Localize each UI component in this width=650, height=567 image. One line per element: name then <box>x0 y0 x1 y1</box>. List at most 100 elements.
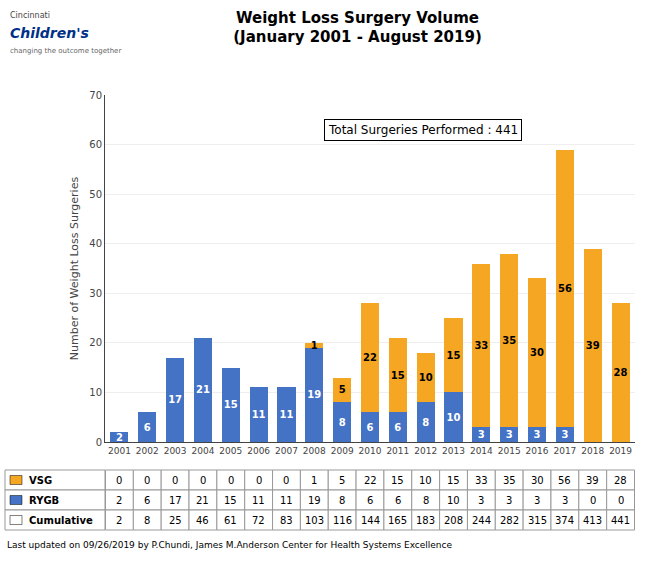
svg-text:50: 50 <box>89 189 102 200</box>
svg-text:changing the outcome together: changing the outcome together <box>10 47 121 55</box>
svg-text:2012: 2012 <box>414 446 437 456</box>
svg-text:30: 30 <box>530 347 544 358</box>
svg-text:2005: 2005 <box>219 446 242 456</box>
svg-text:VSG: VSG <box>29 475 52 486</box>
svg-text:0: 0 <box>228 475 234 486</box>
svg-text:413: 413 <box>583 515 602 526</box>
svg-text:RYGB: RYGB <box>29 495 59 506</box>
svg-text:183: 183 <box>416 515 435 526</box>
svg-text:22: 22 <box>363 352 377 363</box>
svg-text:0: 0 <box>590 495 596 506</box>
svg-text:25: 25 <box>169 515 182 526</box>
svg-text:208: 208 <box>444 515 463 526</box>
svg-text:2009: 2009 <box>331 446 354 456</box>
svg-text:0: 0 <box>116 475 122 486</box>
svg-text:244: 244 <box>472 515 491 526</box>
svg-text:6: 6 <box>144 495 150 506</box>
svg-text:11: 11 <box>280 495 293 506</box>
svg-text:1: 1 <box>311 340 318 351</box>
svg-text:11: 11 <box>252 495 265 506</box>
svg-text:6: 6 <box>144 422 151 433</box>
svg-text:56: 56 <box>558 283 572 294</box>
svg-text:83: 83 <box>280 515 293 526</box>
svg-text:2013: 2013 <box>442 446 465 456</box>
svg-text:3: 3 <box>534 429 541 440</box>
svg-text:2002: 2002 <box>136 446 159 456</box>
svg-text:15: 15 <box>224 399 238 410</box>
svg-text:2014: 2014 <box>470 446 493 456</box>
svg-text:2008: 2008 <box>303 446 326 456</box>
svg-text:28: 28 <box>614 367 628 378</box>
svg-text:15: 15 <box>224 495 237 506</box>
svg-text:35: 35 <box>503 475 516 486</box>
svg-text:10: 10 <box>89 387 102 398</box>
svg-text:2018: 2018 <box>581 446 604 456</box>
svg-text:8: 8 <box>339 495 345 506</box>
svg-text:Children's: Children's <box>10 25 89 41</box>
svg-text:0: 0 <box>256 475 262 486</box>
svg-text:0: 0 <box>200 475 206 486</box>
svg-text:2003: 2003 <box>164 446 187 456</box>
svg-text:5: 5 <box>339 384 346 395</box>
svg-text:21: 21 <box>196 495 209 506</box>
svg-text:3: 3 <box>534 495 540 506</box>
svg-text:Total Surgeries Performed : 44: Total Surgeries Performed : 441 <box>328 123 518 137</box>
svg-text:56: 56 <box>558 475 571 486</box>
svg-text:2: 2 <box>116 515 122 526</box>
svg-text:0: 0 <box>172 475 178 486</box>
svg-text:20: 20 <box>89 337 102 348</box>
svg-text:39: 39 <box>586 475 599 486</box>
svg-text:3: 3 <box>478 495 484 506</box>
svg-text:2004: 2004 <box>191 446 214 456</box>
svg-text:15: 15 <box>447 350 461 361</box>
svg-text:0: 0 <box>618 495 624 506</box>
svg-text:60: 60 <box>89 139 102 150</box>
svg-text:10: 10 <box>419 475 432 486</box>
svg-text:11: 11 <box>279 409 293 420</box>
svg-text:15: 15 <box>447 475 460 486</box>
svg-text:15: 15 <box>391 370 405 381</box>
svg-text:165: 165 <box>388 515 407 526</box>
svg-text:17: 17 <box>168 394 182 405</box>
svg-text:5: 5 <box>339 475 345 486</box>
svg-text:30: 30 <box>531 475 544 486</box>
svg-text:0: 0 <box>96 437 102 448</box>
svg-text:15: 15 <box>391 475 404 486</box>
svg-text:10: 10 <box>419 372 433 383</box>
svg-text:0: 0 <box>283 475 289 486</box>
svg-text:10: 10 <box>447 412 461 423</box>
svg-text:374: 374 <box>555 515 574 526</box>
svg-text:3: 3 <box>506 429 513 440</box>
svg-text:33: 33 <box>475 475 488 486</box>
svg-text:17: 17 <box>169 495 182 506</box>
svg-text:2001: 2001 <box>108 446 131 456</box>
svg-text:11: 11 <box>252 409 266 420</box>
svg-text:441: 441 <box>611 515 630 526</box>
svg-text:6: 6 <box>394 422 401 433</box>
svg-text:19: 19 <box>307 389 321 400</box>
svg-text:315: 315 <box>528 515 547 526</box>
svg-text:2007: 2007 <box>275 446 298 456</box>
svg-text:46: 46 <box>196 515 209 526</box>
svg-text:3: 3 <box>478 429 485 440</box>
svg-text:72: 72 <box>252 515 265 526</box>
svg-text:8: 8 <box>339 417 346 428</box>
svg-text:2019: 2019 <box>609 446 632 456</box>
svg-text:2016: 2016 <box>526 446 549 456</box>
svg-text:Cumulative: Cumulative <box>29 515 93 526</box>
svg-text:19: 19 <box>308 495 321 506</box>
svg-text:2: 2 <box>116 495 122 506</box>
svg-text:8: 8 <box>422 417 429 428</box>
svg-text:282: 282 <box>500 515 519 526</box>
svg-text:144: 144 <box>361 515 380 526</box>
svg-text:2006: 2006 <box>247 446 270 456</box>
svg-text:0: 0 <box>144 475 150 486</box>
svg-text:2011: 2011 <box>386 446 409 456</box>
svg-text:22: 22 <box>364 475 377 486</box>
svg-text:61: 61 <box>224 515 237 526</box>
svg-text:70: 70 <box>89 90 102 101</box>
svg-text:3: 3 <box>561 429 568 440</box>
svg-text:2: 2 <box>116 432 123 443</box>
svg-text:6: 6 <box>367 495 373 506</box>
svg-text:3: 3 <box>506 495 512 506</box>
